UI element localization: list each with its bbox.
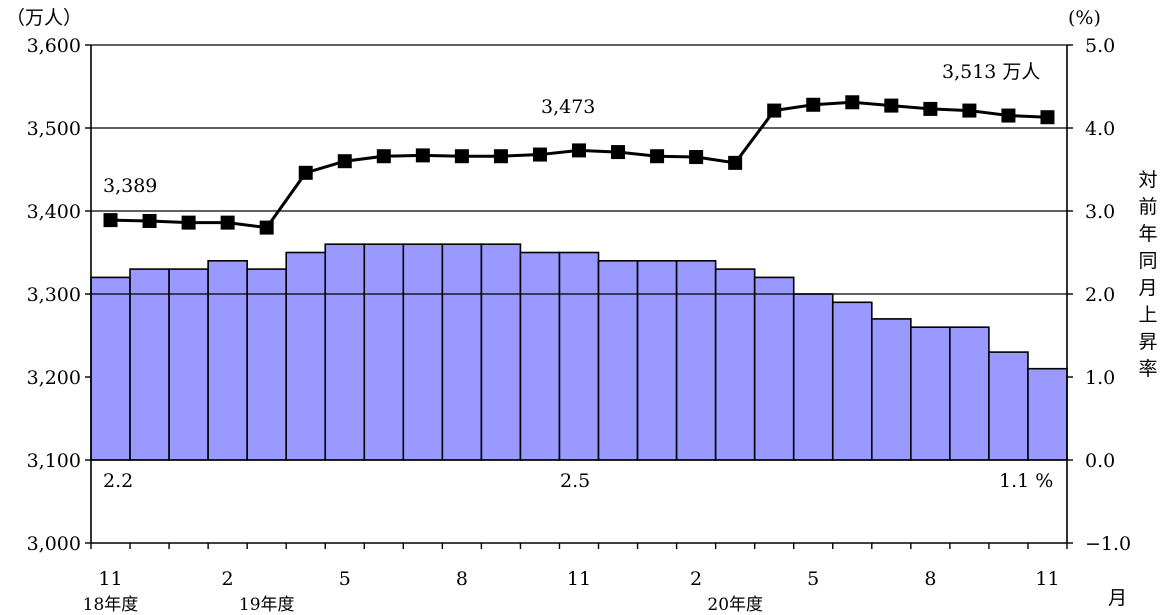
x-axis-month-unit: 月 (1108, 587, 1127, 609)
line-marker (415, 148, 430, 163)
bar (324, 243, 366, 461)
bar (558, 251, 600, 461)
bar (792, 293, 834, 461)
bar (910, 326, 951, 461)
bar (480, 243, 522, 461)
line-marker (454, 149, 469, 164)
x-axis-month-label: 2 (222, 568, 234, 590)
right-axis-tick-label: 4.0 (1085, 118, 1115, 140)
right-axis-unit-label: (%) (1068, 7, 1101, 29)
line-annotation-mid: 3,473 (541, 96, 595, 118)
line-marker (142, 213, 157, 228)
line-annotation-last: 3,513 万人 (942, 61, 1040, 83)
x-axis-month-label: 8 (924, 568, 936, 590)
line-marker (650, 149, 665, 164)
right-axis-tick-label: 1.0 (1085, 367, 1115, 389)
gridlines (91, 44, 1067, 461)
x-axis-month-label: 11 (1035, 568, 1059, 590)
left-axis-tick-label: 3,600 (27, 35, 81, 57)
line-marker (884, 98, 899, 113)
bar (831, 301, 873, 461)
x-axis-month-label: 11 (98, 568, 122, 590)
line-marker (220, 215, 235, 230)
bar (90, 276, 131, 461)
line-marker (845, 95, 860, 110)
right-axis-tick-label: 3.0 (1085, 201, 1115, 223)
left-axis-unit-label: （万人） (6, 7, 82, 29)
bar (246, 268, 288, 461)
fiscal-year-label: 18年度 (83, 595, 139, 615)
line-annotation-first: 3,389 (103, 175, 157, 197)
x-axis-month-label: 2 (690, 568, 702, 590)
right-axis-tick-label: 2.0 (1085, 284, 1115, 306)
line-marker (767, 103, 782, 118)
right-axis-tick-label: 0.0 (1085, 450, 1115, 472)
x-axis-month-label: 5 (339, 568, 351, 590)
right-axis-title: 対前年同月上昇率 (1138, 169, 1157, 380)
chart-text: （万人） (%) 月 3,389 3,473 3,513 万人 2.2 2.5 … (6, 7, 1127, 609)
line-marker (103, 213, 118, 228)
bar (988, 351, 1029, 461)
line-marker (337, 154, 352, 169)
bar-annotation-last: 1.1 % (999, 470, 1053, 492)
line-marker (376, 149, 391, 164)
left-axis-tick-label: 3,100 (27, 450, 81, 472)
line-marker (259, 220, 274, 235)
bar (207, 259, 248, 461)
line-marker (962, 103, 977, 118)
axis-labels: 3,000 3,100 3,200 3,300 3,400 3,500 3,600 −1.0 0… (27, 35, 1158, 615)
x-axis-month-label: 8 (456, 568, 468, 590)
line-marker (298, 165, 313, 180)
right-axis-tick-label: −1.0 (1085, 533, 1131, 555)
left-axis-tick-label: 3,500 (27, 118, 81, 140)
bar (675, 259, 717, 461)
right-axis-tick-label: 5.0 (1085, 35, 1115, 57)
line-marker (689, 150, 704, 165)
line-marker (728, 155, 743, 170)
line-marker (1001, 108, 1016, 123)
bar (949, 326, 990, 461)
bar (285, 251, 327, 461)
line-marker (532, 147, 547, 162)
bar-series (90, 243, 1068, 461)
left-axis-tick-label: 3,300 (27, 284, 81, 306)
bar (168, 268, 209, 461)
line-path (110, 100, 1048, 230)
line-marker (1040, 110, 1055, 125)
bar (363, 243, 405, 461)
bar (753, 276, 795, 461)
bar (714, 268, 756, 461)
fiscal-year-label: 19年度 (239, 595, 295, 615)
line-marker (181, 215, 196, 230)
line-marker (572, 143, 586, 158)
line-marker (493, 149, 508, 164)
bar (1027, 367, 1068, 461)
bar (129, 268, 170, 461)
bar (597, 259, 639, 461)
left-axis-tick-label: 3,200 (27, 367, 81, 389)
left-axis-tick-label: 3,000 (27, 533, 81, 555)
bar (519, 251, 561, 461)
bar (441, 243, 483, 461)
x-axis-month-label: 11 (567, 568, 591, 590)
line-series (103, 95, 1055, 235)
bar-annotation-first: 2.2 (103, 470, 133, 492)
line-marker (611, 145, 626, 160)
plot-frame (85, 44, 1073, 549)
x-axis-month-label: 5 (807, 568, 819, 590)
bar-annotation-mid: 2.5 (560, 470, 590, 492)
bar (402, 243, 444, 461)
line-marker (806, 97, 821, 112)
line-marker (923, 101, 938, 116)
bar (636, 259, 678, 461)
fiscal-year-label: 20年度 (707, 595, 763, 615)
bar (870, 318, 912, 461)
left-axis-tick-label: 3,400 (27, 201, 81, 223)
